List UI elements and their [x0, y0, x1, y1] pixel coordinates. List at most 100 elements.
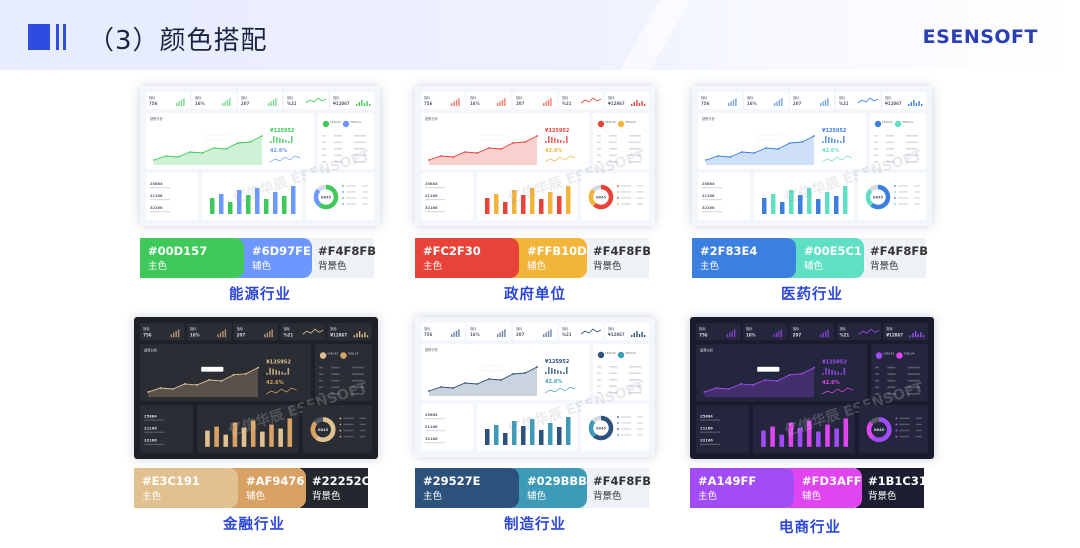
- svg-text:%21: %21: [839, 101, 849, 106]
- svg-text:¥125952: ¥125952: [822, 128, 847, 134]
- industry-label: 医药行业: [781, 287, 843, 303]
- svg-text:指标: 指标: [793, 95, 800, 100]
- main-color-swatch: #00D157 主色: [140, 238, 244, 278]
- svg-text:756: 756: [149, 101, 158, 106]
- color-role: 辅色: [802, 491, 822, 502]
- hex-code: #F4F8FB: [870, 244, 928, 258]
- color-role: 主色: [423, 491, 443, 502]
- sub-color-swatch: #FD3AFF 辅色: [788, 468, 862, 508]
- industry-label: 能源行业: [229, 287, 291, 303]
- svg-text:207: 207: [241, 101, 250, 106]
- color-role: 辅色: [527, 261, 547, 272]
- hex-code: #FC2F30: [423, 244, 481, 258]
- header-band: [0, 0, 1080, 70]
- svg-text:42.6%: 42.6%: [822, 380, 840, 386]
- svg-text:¥12867: ¥12867: [608, 332, 625, 337]
- svg-text:¥125952: ¥125952: [545, 359, 570, 365]
- hex-code: #29527E: [423, 474, 481, 488]
- sub-color-swatch: #029BBB 辅色: [513, 468, 587, 508]
- industry-label: 电商行业: [779, 520, 841, 536]
- hex-code: #F4F8FB: [593, 474, 651, 488]
- hex-code: #F4F8FB: [593, 244, 651, 258]
- svg-text:指标: 指标: [190, 326, 197, 331]
- svg-text:42.6%: 42.6%: [545, 148, 562, 154]
- svg-text:指标: 指标: [143, 326, 150, 331]
- color-role: 主色: [698, 491, 718, 502]
- svg-text:1549.42: 1549.42: [882, 120, 893, 124]
- svg-text:1549.42: 1549.42: [330, 120, 341, 124]
- svg-text:25884: 25884: [425, 182, 438, 186]
- palette-card: 指标 756 指标 16% 指标 207 指标 %21 指标 ¥12867 趋势分析 ¥125952 4…: [140, 86, 380, 305]
- svg-text:32166: 32166: [700, 439, 713, 443]
- svg-text:21166: 21166: [700, 427, 713, 431]
- hex-code: #22252C: [312, 474, 371, 488]
- svg-text:指标: 指标: [237, 326, 244, 331]
- background-color-swatch: #F4F8FB 背景色: [581, 468, 651, 508]
- svg-text:8845: 8845: [596, 196, 607, 200]
- hex-code: #029BBB: [527, 474, 587, 488]
- svg-text:指标: 指标: [195, 95, 202, 100]
- hex-code: #A149FF: [698, 474, 757, 488]
- palette-card: 指标 756 指标 16% 指标 207 指标 %21 指标 ¥12867 趋势分析 ¥125952 4…: [692, 86, 932, 305]
- svg-text:32166: 32166: [425, 206, 438, 210]
- svg-text:7056.24: 7056.24: [625, 351, 636, 355]
- dashboard-thumbnail: 指标 756 指标 16% 指标 207 指标 %21 指标 ¥12867 趋势分析 ¥125952 4…: [140, 86, 380, 226]
- dashboard-thumbnail: 指标 756 指标 16% 指标 207 指标 %21 指标 ¥12867 趋势分析 ¥125952 4…: [415, 86, 655, 226]
- svg-text:指标: 指标: [885, 95, 892, 100]
- hex-code: #6D97FE: [252, 244, 311, 258]
- svg-text:16%: 16%: [195, 101, 205, 106]
- background-color-swatch: #1B1C31 背景色: [856, 468, 927, 508]
- svg-text:指标: 指标: [562, 95, 569, 100]
- svg-text:21166: 21166: [144, 427, 157, 431]
- svg-text:32166: 32166: [425, 437, 438, 441]
- color-swatches: #00D157 主色 #6D97FE 辅色 #F4F8FB 背景色: [140, 238, 380, 278]
- svg-text:25884: 25884: [425, 413, 438, 417]
- main-color-swatch: #A149FF 主色: [690, 468, 794, 508]
- dashboard-thumbnail: 指标 756 指标 16% 指标 207 指标 %21 指标 ¥12867 趋势分析 ¥125952 4…: [415, 317, 655, 457]
- industry-label: 金融行业: [223, 517, 285, 533]
- color-role: 主色: [142, 491, 162, 502]
- svg-text:%21: %21: [283, 332, 293, 337]
- svg-text:指标: 指标: [330, 326, 337, 331]
- svg-text:21166: 21166: [150, 194, 163, 198]
- svg-text:指标: 指标: [886, 326, 893, 331]
- svg-text:21166: 21166: [425, 194, 438, 198]
- color-role: 主色: [423, 261, 443, 272]
- svg-text:1549.42: 1549.42: [883, 352, 894, 356]
- svg-text:趋势分析: 趋势分析: [425, 116, 439, 121]
- main-color-swatch: #E3C191 主色: [134, 468, 238, 508]
- color-swatches: #FC2F30 主色 #FFB10D 辅色 #F4F8FB 背景色: [415, 238, 655, 278]
- color-role: 主色: [700, 261, 720, 272]
- svg-text:7056.24: 7056.24: [625, 120, 636, 124]
- svg-text:16%: 16%: [190, 332, 200, 337]
- svg-text:¥125952: ¥125952: [266, 360, 291, 366]
- color-role: 辅色: [252, 261, 272, 272]
- svg-text:¥125952: ¥125952: [822, 360, 847, 366]
- svg-text:指标: 指标: [470, 95, 477, 100]
- color-role: 背景色: [593, 491, 622, 502]
- svg-text:25884: 25884: [144, 414, 157, 418]
- svg-text:32166: 32166: [150, 206, 163, 210]
- svg-text:指标: 指标: [699, 326, 706, 331]
- svg-text:趋势分析: 趋势分析: [702, 116, 716, 121]
- svg-text:¥12867: ¥12867: [608, 101, 625, 106]
- svg-text:16%: 16%: [747, 101, 757, 106]
- svg-text:8845: 8845: [318, 428, 329, 432]
- svg-text:指标: 指标: [608, 95, 615, 100]
- svg-text:指标: 指标: [839, 95, 846, 100]
- hex-code: #F4F8FB: [318, 244, 376, 258]
- color-swatches: #29527E 主色 #029BBB 辅色 #F4F8FB 背景色: [415, 468, 655, 508]
- color-role: 背景色: [593, 261, 622, 272]
- svg-text:42.6%: 42.6%: [822, 148, 839, 154]
- palette-card: 指标 756 指标 16% 指标 207 指标 %21 指标 ¥12867 趋势分析 ¥125952 4…: [415, 86, 655, 305]
- color-role: 背景色: [868, 491, 897, 502]
- background-color-swatch: #22252C 背景色: [300, 468, 371, 508]
- svg-text:趋势分析: 趋势分析: [700, 347, 714, 352]
- svg-text:7056.24: 7056.24: [904, 352, 915, 356]
- color-role: 辅色: [804, 261, 824, 272]
- svg-text:指标: 指标: [747, 95, 754, 100]
- industry-label: 制造行业: [504, 517, 566, 533]
- svg-text:1549.42: 1549.42: [605, 120, 616, 124]
- svg-text:42.6%: 42.6%: [270, 148, 287, 154]
